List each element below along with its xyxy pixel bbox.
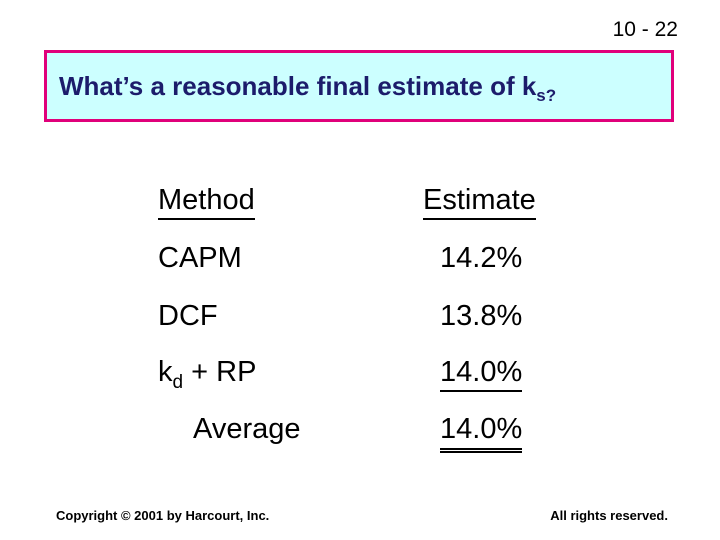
- header-method: Method: [158, 183, 255, 220]
- row-method-capm: CAPM: [158, 242, 242, 274]
- row-method-dcf: DCF: [158, 300, 218, 332]
- footer-copyright: Copyright © 2001 by Harcourt, Inc.: [56, 508, 270, 523]
- average-label: Average: [193, 413, 301, 445]
- row-estimate-capm: 14.2%: [440, 242, 523, 274]
- footer-rights: All rights reserved.: [550, 508, 668, 523]
- kd-base: k: [158, 356, 173, 388]
- row-estimate-kd-rp: 14.0%: [440, 355, 523, 392]
- title-subscript: s?: [536, 85, 557, 105]
- average-estimate: 14.0%: [440, 412, 523, 453]
- slide-number: 10 - 22: [612, 18, 678, 41]
- kd-subscript: d: [172, 372, 184, 393]
- title-box: What’s a reasonable final estimate of ks…: [44, 50, 674, 122]
- row-method-kd-rp: kd + RP: [158, 355, 257, 392]
- kd-rest: + RP: [183, 356, 257, 388]
- title-main-text: What’s a reasonable final estimate of k: [59, 70, 537, 101]
- row-estimate-dcf: 13.8%: [440, 300, 523, 332]
- header-estimate: Estimate: [423, 183, 536, 220]
- slide-title: What’s a reasonable final estimate of ks…: [59, 70, 557, 105]
